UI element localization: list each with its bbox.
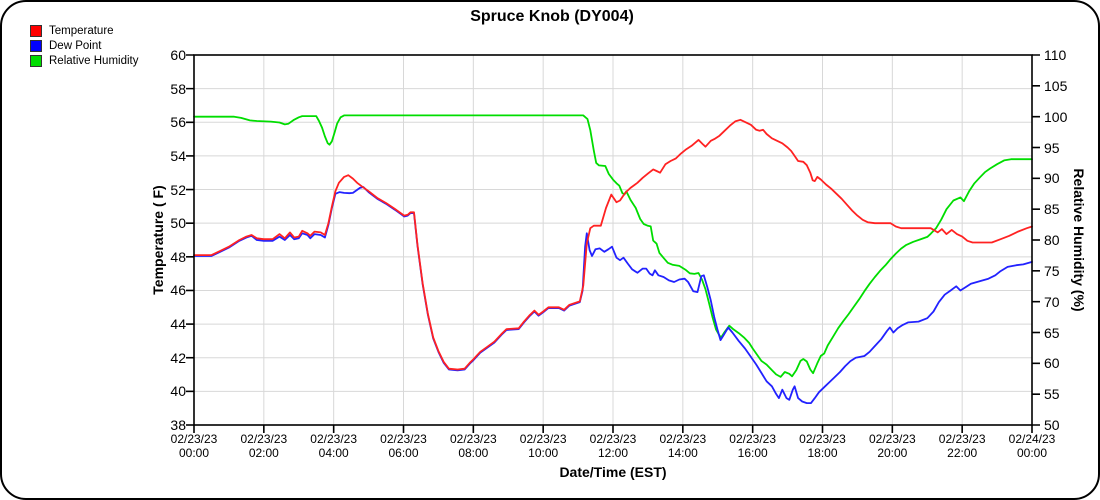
right-axis-tick-label: 80: [1044, 232, 1060, 248]
legend-item-temperature: Temperature: [30, 24, 138, 38]
left-axis-tick-label: 48: [170, 248, 186, 265]
right-axis-tick-label: 50: [1044, 417, 1060, 433]
x-axis-tick-label: 02/23/23 04:00: [310, 432, 358, 460]
x-axis-tick-label: 02/23/23 00:00: [170, 432, 218, 460]
temperature-swatch-icon: [30, 25, 42, 37]
right-axis-tick-label: 90: [1044, 170, 1060, 187]
dew-point-swatch-icon: [30, 40, 42, 52]
right-axis-tick-label: 105: [1044, 77, 1068, 94]
right-axis-tick-label: 75: [1044, 262, 1060, 279]
x-axis-tick-label: 02/23/23 08:00: [449, 432, 497, 460]
left-axis-tick-label: 50: [170, 215, 186, 232]
right-axis-tick-label: 100: [1044, 108, 1068, 125]
x-axis-tick-label: 02/23/23 10:00: [519, 432, 567, 460]
x-axis-tick-label: 02/23/23 18:00: [799, 432, 846, 460]
left-axis-tick-label: 60: [170, 47, 186, 63]
left-axis-tick-label: 44: [170, 316, 186, 333]
legend-item-dew-point: Dew Point: [30, 39, 138, 53]
right-axis-tick-label: 65: [1044, 324, 1060, 341]
relative-humidity-swatch-icon: [30, 55, 42, 67]
left-axis-tick-label: 56: [170, 114, 186, 131]
x-axis-tick-label: 02/23/23 22:00: [938, 432, 986, 460]
series-dew-point-line: [193, 186, 1033, 405]
right-axis-tick-label: 95: [1044, 139, 1060, 156]
legend-label: Temperature: [49, 25, 114, 37]
left-axis-tick-label: 40: [170, 383, 186, 400]
x-axis-tick-label: 02/23/23 20:00: [868, 432, 916, 460]
right-axis-tick-label: 70: [1044, 293, 1060, 310]
left-axis-tick-label: 42: [170, 349, 186, 366]
chart-title: Spruce Knob (DY004): [470, 8, 634, 25]
legend: Temperature Dew Point Relative Humidity: [30, 24, 138, 69]
left-axis-tick-label: 52: [170, 181, 186, 198]
x-axis-tick-label: 02/24/23 00:00: [1008, 432, 1056, 460]
left-axis-tick-label: 58: [170, 80, 186, 97]
right-axis-tick-label: 55: [1044, 386, 1060, 403]
left-axis-tick-label: 38: [170, 417, 186, 433]
x-axis-tick-label: 02/23/23 16:00: [729, 432, 777, 460]
left-axis-label: Temperature ( F): [150, 185, 166, 295]
x-axis-tick-label: 02/23/23 14:00: [659, 432, 707, 460]
right-axis-tick-label: 110: [1044, 47, 1067, 63]
legend-label: Dew Point: [49, 40, 102, 52]
legend-label: Relative Humidity: [49, 55, 139, 67]
left-axis-tick-label: 54: [170, 147, 186, 164]
x-axis-tick-label: 02/23/23 12:00: [589, 432, 637, 460]
x-axis-tick-label: 02/23/23 06:00: [380, 432, 427, 460]
left-axis-tick-label: 46: [170, 282, 186, 299]
legend-item-relative-humidity: Relative Humidity: [30, 54, 138, 68]
series-temperature-line: [193, 118, 1033, 371]
right-axis-tick-label: 60: [1044, 355, 1060, 372]
right-axis-tick-label: 85: [1044, 201, 1060, 218]
x-axis-tick-label: 02/23/23 02:00: [240, 432, 288, 460]
x-axis-label: Date/Time (EST): [559, 464, 667, 480]
